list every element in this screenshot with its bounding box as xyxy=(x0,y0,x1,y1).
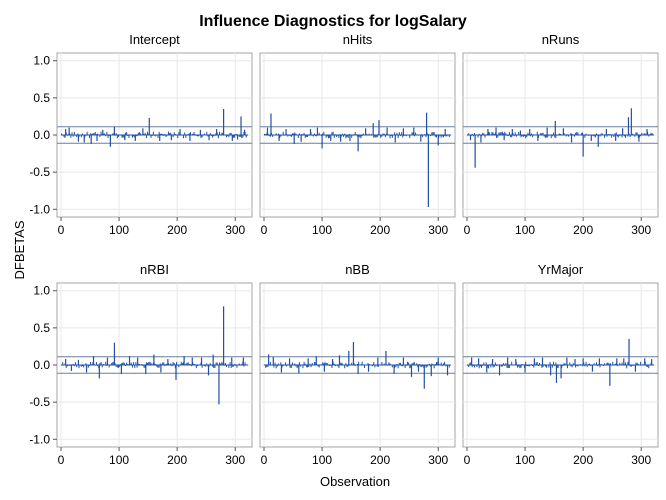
x-tick-label: 300 xyxy=(428,453,448,467)
x-tick-label: 100 xyxy=(312,223,332,237)
y-tick-label: 0.0 xyxy=(33,358,50,372)
y-tick-label: -1.0 xyxy=(29,202,50,216)
x-tick-label: 300 xyxy=(428,223,448,237)
x-tick-label: 200 xyxy=(167,223,187,237)
x-tick-label: 200 xyxy=(370,223,390,237)
y-tick-label: 0.5 xyxy=(33,321,50,335)
x-tick-label: 200 xyxy=(370,453,390,467)
x-axis-label: Observation xyxy=(320,474,390,489)
x-tick-label: 300 xyxy=(225,223,245,237)
x-tick-label: 0 xyxy=(58,453,65,467)
panel-title: nRBI xyxy=(140,262,169,277)
panel-title: YrMajor xyxy=(538,262,584,277)
panel-intercept: Intercept 0 100 200 300 1.0 0.5 0.0 -0.5 -1.0 xyxy=(29,32,253,237)
chart-title: Influence Diagnostics for logSalary xyxy=(199,13,467,30)
x-tick-label: 100 xyxy=(109,453,129,467)
x-tick-label: 200 xyxy=(573,223,593,237)
panel-nruns: nRuns 0 100 200 300 xyxy=(462,32,659,237)
x-tick-label: 100 xyxy=(312,453,332,467)
y-tick-label: -0.5 xyxy=(29,395,50,409)
x-tick-label: 300 xyxy=(631,453,651,467)
y-tick-label: 1.0 xyxy=(33,54,50,68)
panels: Intercept 0 100 200 300 1.0 0.5 0.0 -0.5 -1.0 nHit… xyxy=(29,32,659,467)
y-tick-label: -0.5 xyxy=(29,165,50,179)
y-axis-label: DFBETAS xyxy=(12,220,27,279)
x-tick-label: 300 xyxy=(631,223,651,237)
x-tick-label: 0 xyxy=(261,223,268,237)
x-tick-label: 100 xyxy=(109,223,129,237)
y-tick-label: 0.0 xyxy=(33,128,50,142)
y-tick-label: -1.0 xyxy=(29,432,50,446)
y-tick-label: 0.5 xyxy=(33,91,50,105)
x-tick-label: 100 xyxy=(515,453,535,467)
panel-title: nBB xyxy=(345,262,370,277)
panel-nrbi: nRBI 0 100 200 300 1.0 0.5 0.0 -0.5 -1.0 xyxy=(29,262,253,467)
panel-title: nRuns xyxy=(542,32,580,47)
x-tick-label: 200 xyxy=(167,453,187,467)
x-tick-label: 100 xyxy=(515,223,535,237)
y-tick-label: 1.0 xyxy=(33,284,50,298)
panel-title: Intercept xyxy=(129,32,180,47)
x-tick-label: 300 xyxy=(225,453,245,467)
panel-nbb: nBB 0 100 200 300 xyxy=(259,262,456,467)
x-tick-label: 0 xyxy=(464,223,471,237)
x-tick-label: 0 xyxy=(261,453,268,467)
panel-nhits: nHits 0 100 200 300 xyxy=(259,32,456,237)
x-tick-label: 0 xyxy=(58,223,65,237)
x-tick-label: 0 xyxy=(464,453,471,467)
x-tick-label: 200 xyxy=(573,453,593,467)
panel-title: nHits xyxy=(343,32,373,47)
panel-yrmajor: YrMajor 0 100 200 300 xyxy=(462,262,659,467)
